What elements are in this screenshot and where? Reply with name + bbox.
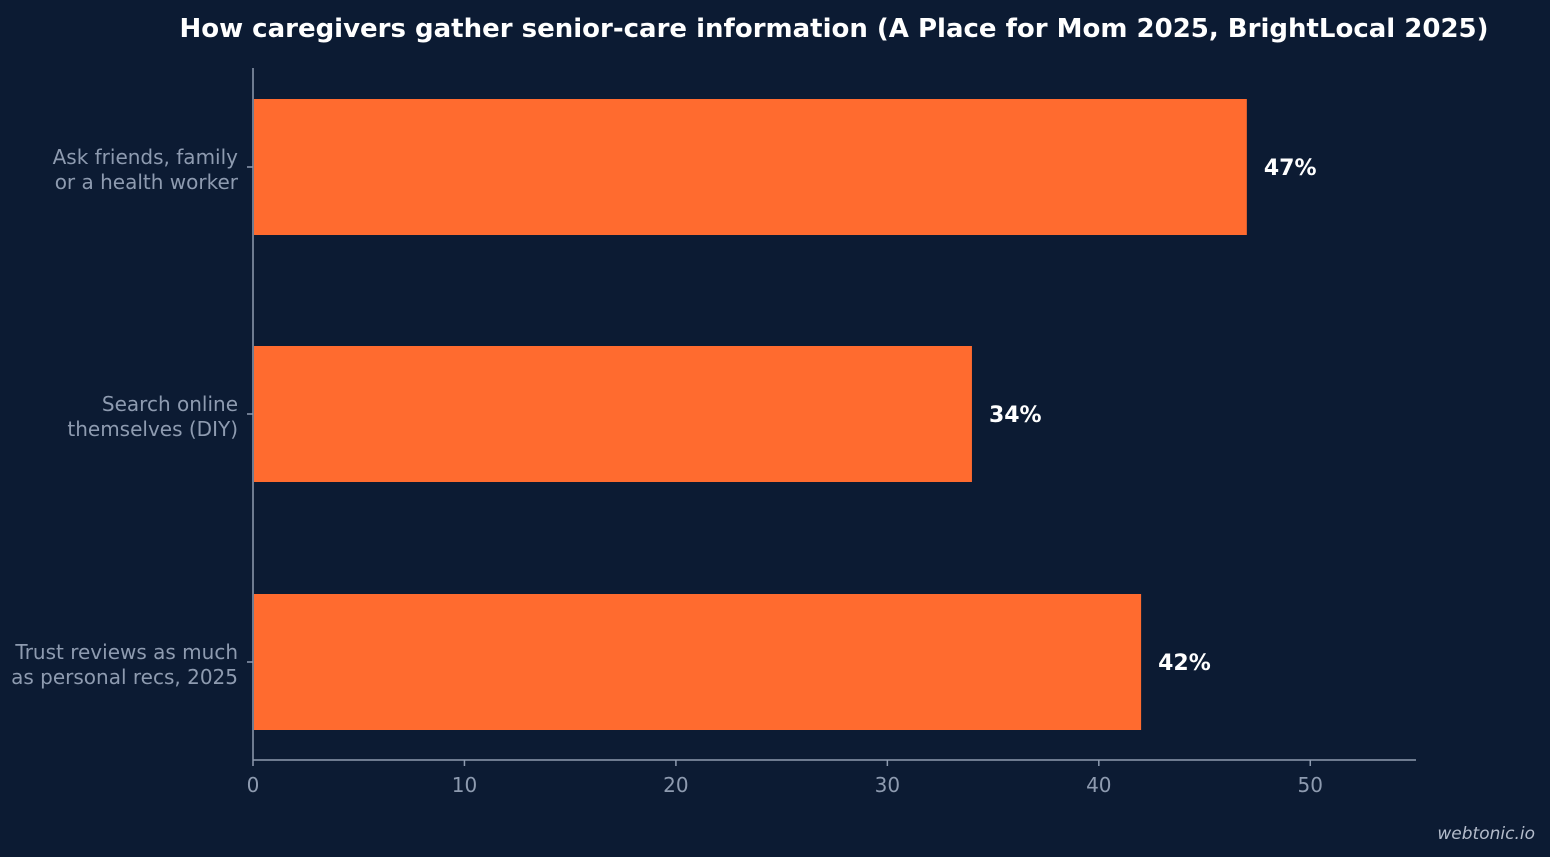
bar — [254, 594, 1142, 730]
watermark: webtonic.io — [1437, 824, 1535, 844]
category-label-line: or a health worker — [55, 170, 239, 194]
category-label-line: Trust reviews as much — [14, 640, 238, 664]
x-tick-label: 10 — [452, 773, 477, 797]
x-tick-label: 50 — [1298, 773, 1323, 797]
x-tick-label: 20 — [663, 773, 688, 797]
value-label: 34% — [989, 403, 1042, 428]
category-label-line: Ask friends, family — [53, 145, 239, 169]
bar — [254, 99, 1247, 235]
category-label: Ask friends, family or a health worker — [53, 145, 239, 194]
x-tick-label: 0 — [247, 773, 260, 797]
category-label-line: Search online — [102, 392, 238, 416]
value-label: 47% — [1264, 156, 1317, 181]
x-tick-label: 40 — [1086, 773, 1111, 797]
value-label: 42% — [1158, 651, 1211, 676]
chart-title: How caregivers gather senior-care inform… — [179, 14, 1488, 44]
x-tick-label: 30 — [875, 773, 900, 797]
bar — [254, 346, 972, 482]
category-label-line: as personal recs, 2025 — [11, 665, 238, 689]
category-label: Search online themselves (DIY) — [67, 392, 238, 441]
category-label: Trust reviews as much as personal recs, 2… — [11, 640, 238, 689]
plot-area: 0 10 20 30 40 50 Ask friends, family or a healt… — [11, 68, 1416, 797]
category-label-line: themselves (DIY) — [67, 417, 238, 441]
